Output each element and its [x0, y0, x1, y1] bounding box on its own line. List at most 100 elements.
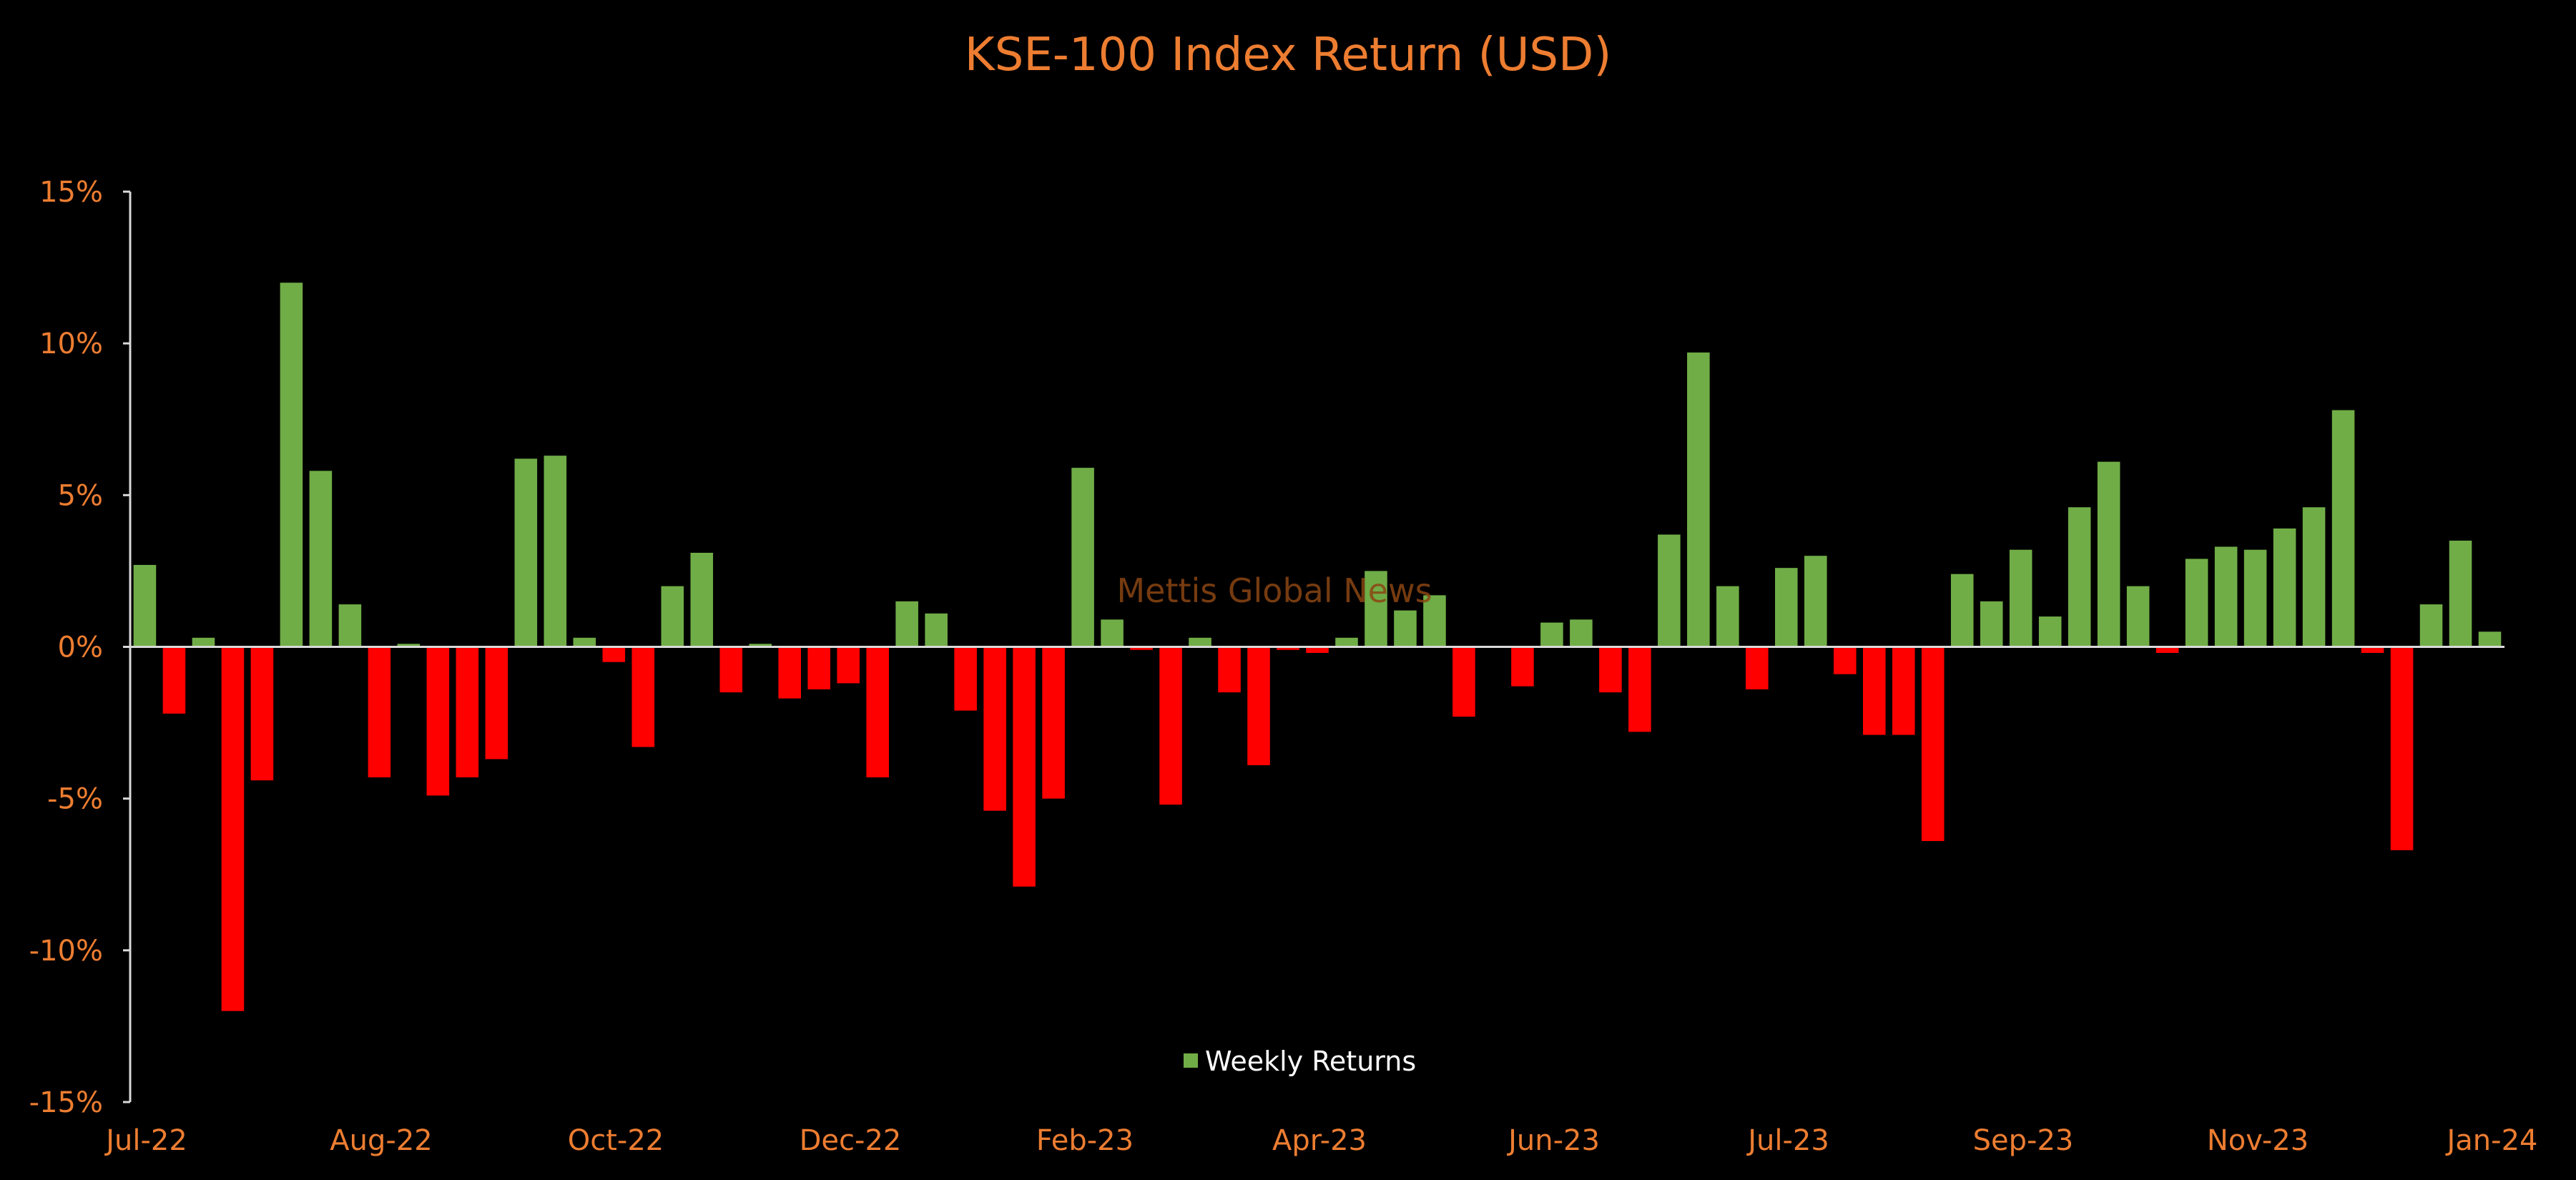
chart-title: KSE-100 Index Return (USD)	[965, 29, 1612, 82]
bar	[1452, 646, 1475, 717]
bar	[1687, 352, 1710, 647]
bar	[192, 637, 215, 647]
bar	[2214, 546, 2238, 647]
bar	[1335, 637, 1358, 647]
bar	[1980, 601, 2003, 647]
bar	[2302, 507, 2326, 647]
bar	[807, 646, 830, 689]
bar	[1218, 646, 1241, 693]
bar	[1804, 556, 1827, 647]
bar	[1042, 646, 1065, 799]
bar	[1365, 571, 1387, 647]
bar	[719, 646, 743, 693]
bar	[1599, 646, 1622, 693]
bar	[2331, 410, 2355, 647]
y-tick-label: 0%	[58, 631, 103, 664]
legend-swatch	[1184, 1053, 1198, 1068]
x-tick-label: Jan-24	[2445, 1124, 2538, 1157]
bar	[1775, 568, 1798, 647]
watermark-text: Mettis Global News	[1116, 571, 1432, 610]
bar	[866, 646, 889, 777]
x-tick-label: Jun-23	[1506, 1124, 1600, 1157]
bar	[426, 646, 450, 796]
bar	[690, 552, 714, 647]
bar	[778, 646, 801, 699]
bar	[1394, 610, 1417, 647]
bar	[2185, 559, 2208, 647]
bar	[2097, 461, 2120, 647]
bar	[280, 282, 303, 647]
bar	[631, 646, 655, 747]
bar	[2155, 646, 2179, 653]
bar	[1247, 646, 1270, 765]
x-tick-label: Oct-22	[568, 1124, 664, 1157]
bar	[954, 646, 977, 711]
bar	[514, 458, 538, 647]
legend: Weekly Returns	[1184, 1046, 1416, 1077]
x-tick-label: Jul-22	[104, 1124, 187, 1157]
bar	[1921, 646, 1945, 842]
y-tick-label: 15%	[39, 176, 103, 209]
bar	[250, 646, 274, 781]
x-tick-label: Dec-22	[800, 1124, 902, 1157]
bar	[485, 646, 508, 759]
legend-label: Weekly Returns	[1205, 1046, 1416, 1077]
bar	[2419, 604, 2443, 647]
bar	[368, 646, 391, 777]
y-tick-label: -10%	[29, 935, 103, 968]
bar	[837, 646, 860, 684]
y-tick-label: -5%	[47, 783, 103, 816]
bar	[925, 613, 948, 647]
bar	[983, 646, 1006, 811]
bar	[2126, 586, 2150, 647]
bar	[2273, 528, 2296, 647]
bar	[573, 637, 596, 647]
bar	[602, 646, 626, 662]
bar	[2009, 549, 2032, 647]
bar	[1101, 619, 1124, 647]
y-tick-label: 10%	[39, 328, 103, 360]
bar	[1423, 595, 1446, 647]
bar	[1628, 646, 1651, 732]
bar	[2390, 646, 2414, 850]
bar	[1892, 646, 1915, 735]
bar	[338, 604, 362, 647]
bar	[2038, 616, 2062, 647]
bar	[162, 646, 186, 714]
x-tick-label: Apr-23	[1272, 1124, 1367, 1157]
bar	[544, 456, 567, 647]
y-axis: 15% 10% 5% 0% -5% -10% -15%	[29, 176, 132, 1119]
bar	[1306, 646, 1329, 653]
bar	[133, 564, 157, 647]
bar	[2068, 507, 2091, 647]
x-axis: Jul-22 Aug-22 Oct-22 Dec-22 Feb-23 Apr-23 Jun-…	[104, 1124, 2537, 1157]
bar	[1716, 586, 1739, 647]
bar	[221, 646, 245, 1011]
bar	[1511, 646, 1534, 687]
bar	[2478, 631, 2502, 647]
x-tick-label: Aug-22	[330, 1124, 432, 1157]
y-tick-label: -15%	[29, 1086, 103, 1119]
bar	[1862, 646, 1886, 735]
bar	[1540, 622, 1563, 647]
bar	[1013, 646, 1036, 887]
bar	[2361, 646, 2384, 653]
bars	[133, 282, 2502, 1011]
x-tick-label: Sep-23	[1973, 1124, 2074, 1157]
bar	[1950, 574, 1974, 647]
bar	[661, 586, 684, 647]
bar	[309, 471, 333, 647]
bar	[1071, 468, 1094, 647]
y-tick-label: 5%	[58, 479, 103, 512]
bar	[749, 644, 772, 647]
bar	[1159, 646, 1182, 805]
bar	[895, 601, 918, 647]
bar	[397, 644, 421, 647]
bar	[1658, 534, 1681, 647]
bar	[1277, 646, 1299, 650]
bar	[2449, 540, 2472, 647]
bar	[2243, 549, 2267, 647]
bar	[456, 646, 479, 777]
bar	[1130, 646, 1153, 650]
